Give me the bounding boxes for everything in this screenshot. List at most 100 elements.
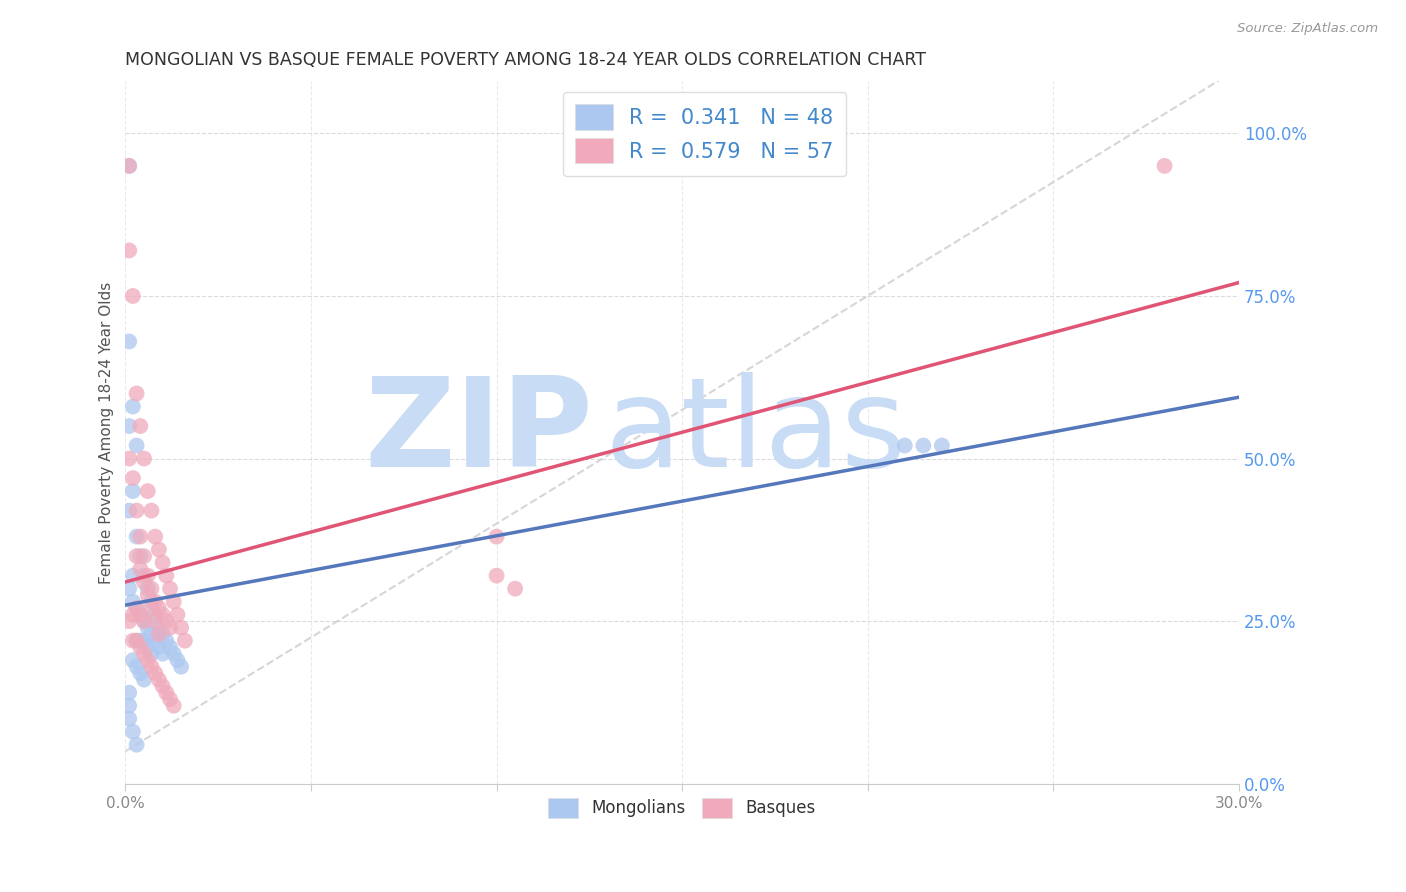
Point (118, 503, 141, 517)
Point (155, 568, 177, 582)
Point (148, 542, 170, 557)
Point (125, 738, 148, 752)
Point (1153, 159, 1175, 173)
Point (136, 582, 159, 596)
Point (155, 614, 177, 628)
Point (125, 659, 148, 673)
Point (141, 582, 163, 596)
Point (122, 400, 145, 414)
Point (503, 582, 526, 596)
Point (143, 666, 166, 681)
Point (129, 607, 152, 622)
Point (118, 159, 141, 173)
Point (132, 575, 155, 590)
Legend: Mongolians, Basques: Mongolians, Basques (541, 791, 823, 824)
Point (163, 594, 186, 608)
Point (912, 438, 935, 452)
Point (125, 386, 148, 401)
Point (152, 607, 174, 622)
Point (143, 633, 166, 648)
Point (122, 594, 145, 608)
Point (132, 614, 155, 628)
Point (129, 562, 152, 576)
Point (141, 647, 163, 661)
Point (118, 614, 141, 628)
Point (143, 594, 166, 608)
Point (125, 633, 148, 648)
Y-axis label: Female Poverty Among 18-24 Year Olds: Female Poverty Among 18-24 Year Olds (100, 281, 114, 583)
Text: ZIP: ZIP (364, 372, 593, 493)
Point (129, 419, 152, 434)
Point (118, 582, 141, 596)
Point (141, 627, 163, 641)
Point (125, 503, 148, 517)
Point (125, 601, 148, 615)
Point (931, 438, 953, 452)
Point (159, 621, 181, 635)
Point (132, 549, 155, 563)
Point (132, 451, 155, 466)
Point (125, 530, 148, 544)
Point (159, 640, 181, 655)
Point (170, 621, 193, 635)
Point (136, 568, 159, 582)
Point (148, 601, 170, 615)
Point (132, 633, 155, 648)
Point (118, 686, 141, 700)
Point (118, 334, 141, 349)
Point (136, 653, 159, 667)
Point (118, 159, 141, 173)
Point (136, 621, 159, 635)
Point (894, 438, 917, 452)
Point (173, 633, 195, 648)
Point (163, 698, 186, 713)
Point (152, 556, 174, 570)
Point (122, 484, 145, 499)
Point (122, 653, 145, 667)
Point (132, 673, 155, 687)
Point (122, 289, 145, 303)
Point (141, 659, 163, 673)
Point (163, 647, 186, 661)
Point (122, 607, 145, 622)
Point (132, 568, 155, 582)
Point (129, 633, 152, 648)
Point (125, 633, 148, 648)
Point (155, 686, 177, 700)
Point (148, 640, 170, 655)
Point (129, 666, 152, 681)
Point (122, 633, 145, 648)
Point (143, 530, 166, 544)
Text: Source: ZipAtlas.com: Source: ZipAtlas.com (1237, 22, 1378, 36)
Point (122, 568, 145, 582)
Point (152, 627, 174, 641)
Point (129, 640, 152, 655)
Point (129, 607, 152, 622)
Text: MONGOLIAN VS BASQUE FEMALE POVERTY AMONG 18-24 YEAR OLDS CORRELATION CHART: MONGOLIAN VS BASQUE FEMALE POVERTY AMONG… (125, 51, 927, 69)
Point (136, 640, 159, 655)
Point (170, 659, 193, 673)
Point (125, 549, 148, 563)
Point (148, 673, 170, 687)
Point (118, 698, 141, 713)
Point (152, 647, 174, 661)
Point (132, 614, 155, 628)
Point (118, 419, 141, 434)
Point (129, 549, 152, 563)
Point (159, 582, 181, 596)
Text: atlas: atlas (605, 372, 907, 493)
Point (155, 633, 177, 648)
Point (148, 627, 170, 641)
Point (125, 601, 148, 615)
Point (136, 484, 159, 499)
Point (141, 594, 163, 608)
Point (122, 724, 145, 739)
Point (166, 607, 188, 622)
Point (152, 679, 174, 693)
Point (129, 530, 152, 544)
Point (166, 653, 188, 667)
Point (143, 614, 166, 628)
Point (122, 471, 145, 485)
Point (148, 621, 170, 635)
Point (141, 503, 163, 517)
